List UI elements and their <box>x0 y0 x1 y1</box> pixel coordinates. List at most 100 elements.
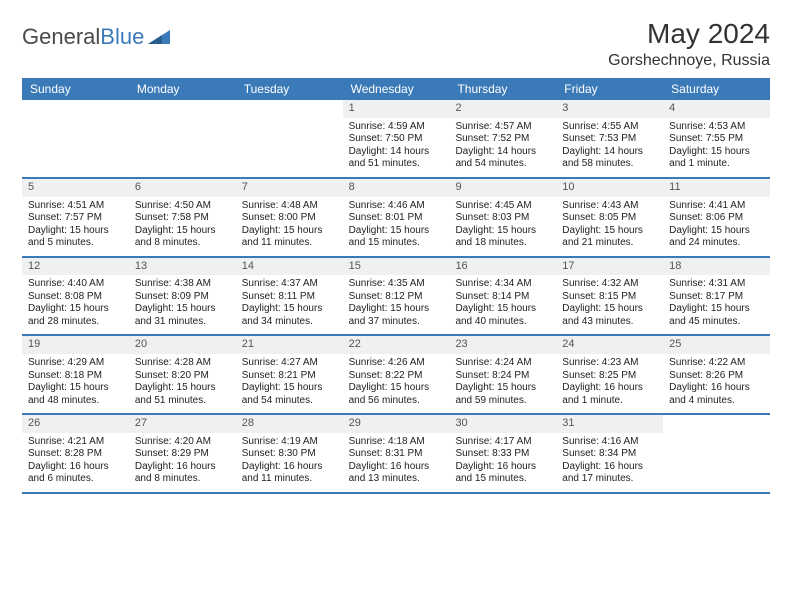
sunrise-line: Sunrise: 4:41 AM <box>669 200 764 213</box>
sunset-line: Sunset: 8:12 PM <box>349 291 444 304</box>
sunrise-line: Sunrise: 4:29 AM <box>28 357 123 370</box>
day-body: Sunrise: 4:41 AMSunset: 8:06 PMDaylight:… <box>663 197 770 256</box>
daylight-line: Daylight: 15 hours and 43 minutes. <box>562 303 657 328</box>
day-body: Sunrise: 4:22 AMSunset: 8:26 PMDaylight:… <box>663 354 770 413</box>
day-number: 21 <box>236 336 343 354</box>
calendar-cell: 18Sunrise: 4:31 AMSunset: 8:17 PMDayligh… <box>663 258 770 335</box>
calendar-cell: 27Sunrise: 4:20 AMSunset: 8:29 PMDayligh… <box>129 415 236 492</box>
calendar-cell <box>663 415 770 492</box>
calendar-cell: 12Sunrise: 4:40 AMSunset: 8:08 PMDayligh… <box>22 258 129 335</box>
sunset-line: Sunset: 7:57 PM <box>28 212 123 225</box>
calendar-cell: 6Sunrise: 4:50 AMSunset: 7:58 PMDaylight… <box>129 179 236 256</box>
day-body: Sunrise: 4:51 AMSunset: 7:57 PMDaylight:… <box>22 197 129 256</box>
sunrise-line: Sunrise: 4:48 AM <box>242 200 337 213</box>
day-number: 30 <box>449 415 556 433</box>
sunrise-line: Sunrise: 4:38 AM <box>135 278 230 291</box>
daylight-line: Daylight: 15 hours and 48 minutes. <box>28 382 123 407</box>
title-block: May 2024 Gorshechnoye, Russia <box>608 18 770 70</box>
day-number: 6 <box>129 179 236 197</box>
sunset-line: Sunset: 8:00 PM <box>242 212 337 225</box>
day-body: Sunrise: 4:31 AMSunset: 8:17 PMDaylight:… <box>663 275 770 334</box>
weekday-tue: Tuesday <box>236 78 343 100</box>
daylight-line: Daylight: 16 hours and 4 minutes. <box>669 382 764 407</box>
daylight-line: Daylight: 15 hours and 18 minutes. <box>455 225 550 250</box>
sunset-line: Sunset: 8:06 PM <box>669 212 764 225</box>
day-number: 16 <box>449 258 556 276</box>
day-number: 12 <box>22 258 129 276</box>
sunset-line: Sunset: 8:14 PM <box>455 291 550 304</box>
day-number: 18 <box>663 258 770 276</box>
sunrise-line: Sunrise: 4:19 AM <box>242 436 337 449</box>
daylight-line: Daylight: 14 hours and 54 minutes. <box>455 146 550 171</box>
day-body: Sunrise: 4:19 AMSunset: 8:30 PMDaylight:… <box>236 433 343 492</box>
daylight-line: Daylight: 15 hours and 1 minute. <box>669 146 764 171</box>
sunrise-line: Sunrise: 4:22 AM <box>669 357 764 370</box>
sunrise-line: Sunrise: 4:45 AM <box>455 200 550 213</box>
sunset-line: Sunset: 7:50 PM <box>349 133 444 146</box>
daylight-line: Daylight: 16 hours and 17 minutes. <box>562 461 657 486</box>
calendar-cell: 5Sunrise: 4:51 AMSunset: 7:57 PMDaylight… <box>22 179 129 256</box>
sunset-line: Sunset: 8:08 PM <box>28 291 123 304</box>
sunrise-line: Sunrise: 4:20 AM <box>135 436 230 449</box>
calendar-cell: 25Sunrise: 4:22 AMSunset: 8:26 PMDayligh… <box>663 336 770 413</box>
calendar-cell: 13Sunrise: 4:38 AMSunset: 8:09 PMDayligh… <box>129 258 236 335</box>
calendar-cell: 3Sunrise: 4:55 AMSunset: 7:53 PMDaylight… <box>556 100 663 177</box>
sunrise-line: Sunrise: 4:18 AM <box>349 436 444 449</box>
calendar-cell <box>129 100 236 177</box>
sunset-line: Sunset: 8:03 PM <box>455 212 550 225</box>
day-body: Sunrise: 4:55 AMSunset: 7:53 PMDaylight:… <box>556 118 663 177</box>
day-body: Sunrise: 4:35 AMSunset: 8:12 PMDaylight:… <box>343 275 450 334</box>
daylight-line: Daylight: 16 hours and 11 minutes. <box>242 461 337 486</box>
daylight-line: Daylight: 15 hours and 51 minutes. <box>135 382 230 407</box>
sunrise-line: Sunrise: 4:23 AM <box>562 357 657 370</box>
sunset-line: Sunset: 8:15 PM <box>562 291 657 304</box>
logo-triangle-icon <box>148 30 170 44</box>
day-body: Sunrise: 4:50 AMSunset: 7:58 PMDaylight:… <box>129 197 236 256</box>
daylight-line: Daylight: 15 hours and 56 minutes. <box>349 382 444 407</box>
sunset-line: Sunset: 8:30 PM <box>242 448 337 461</box>
sunrise-line: Sunrise: 4:28 AM <box>135 357 230 370</box>
daylight-line: Daylight: 16 hours and 15 minutes. <box>455 461 550 486</box>
sunrise-line: Sunrise: 4:34 AM <box>455 278 550 291</box>
day-number: 15 <box>343 258 450 276</box>
sunrise-line: Sunrise: 4:53 AM <box>669 121 764 134</box>
calendar-cell: 17Sunrise: 4:32 AMSunset: 8:15 PMDayligh… <box>556 258 663 335</box>
logo: GeneralBlue <box>22 24 170 50</box>
day-body: Sunrise: 4:16 AMSunset: 8:34 PMDaylight:… <box>556 433 663 492</box>
weekday-wed: Wednesday <box>343 78 450 100</box>
sunrise-line: Sunrise: 4:35 AM <box>349 278 444 291</box>
weekday-fri: Friday <box>556 78 663 100</box>
daylight-line: Daylight: 15 hours and 28 minutes. <box>28 303 123 328</box>
calendar-cell: 19Sunrise: 4:29 AMSunset: 8:18 PMDayligh… <box>22 336 129 413</box>
day-number: 14 <box>236 258 343 276</box>
day-body: Sunrise: 4:27 AMSunset: 8:21 PMDaylight:… <box>236 354 343 413</box>
sunset-line: Sunset: 7:55 PM <box>669 133 764 146</box>
day-body: Sunrise: 4:17 AMSunset: 8:33 PMDaylight:… <box>449 433 556 492</box>
calendar-cell: 10Sunrise: 4:43 AMSunset: 8:05 PMDayligh… <box>556 179 663 256</box>
weekday-sun: Sunday <box>22 78 129 100</box>
day-number: 27 <box>129 415 236 433</box>
calendar-week: 19Sunrise: 4:29 AMSunset: 8:18 PMDayligh… <box>22 336 770 415</box>
calendar-week: 12Sunrise: 4:40 AMSunset: 8:08 PMDayligh… <box>22 258 770 337</box>
day-number: 10 <box>556 179 663 197</box>
sunset-line: Sunset: 8:05 PM <box>562 212 657 225</box>
sunrise-line: Sunrise: 4:55 AM <box>562 121 657 134</box>
sunset-line: Sunset: 8:22 PM <box>349 370 444 383</box>
calendar-cell: 30Sunrise: 4:17 AMSunset: 8:33 PMDayligh… <box>449 415 556 492</box>
calendar-cell: 15Sunrise: 4:35 AMSunset: 8:12 PMDayligh… <box>343 258 450 335</box>
day-number: 5 <box>22 179 129 197</box>
day-number: 17 <box>556 258 663 276</box>
sunset-line: Sunset: 8:25 PM <box>562 370 657 383</box>
calendar-cell: 28Sunrise: 4:19 AMSunset: 8:30 PMDayligh… <box>236 415 343 492</box>
location: Gorshechnoye, Russia <box>608 52 770 70</box>
daylight-line: Daylight: 16 hours and 1 minute. <box>562 382 657 407</box>
calendar: Sunday Monday Tuesday Wednesday Thursday… <box>22 78 770 494</box>
calendar-cell: 11Sunrise: 4:41 AMSunset: 8:06 PMDayligh… <box>663 179 770 256</box>
sunset-line: Sunset: 7:53 PM <box>562 133 657 146</box>
calendar-cell: 14Sunrise: 4:37 AMSunset: 8:11 PMDayligh… <box>236 258 343 335</box>
daylight-line: Daylight: 15 hours and 37 minutes. <box>349 303 444 328</box>
sunrise-line: Sunrise: 4:43 AM <box>562 200 657 213</box>
daylight-line: Daylight: 15 hours and 40 minutes. <box>455 303 550 328</box>
day-number: 24 <box>556 336 663 354</box>
calendar-cell: 4Sunrise: 4:53 AMSunset: 7:55 PMDaylight… <box>663 100 770 177</box>
